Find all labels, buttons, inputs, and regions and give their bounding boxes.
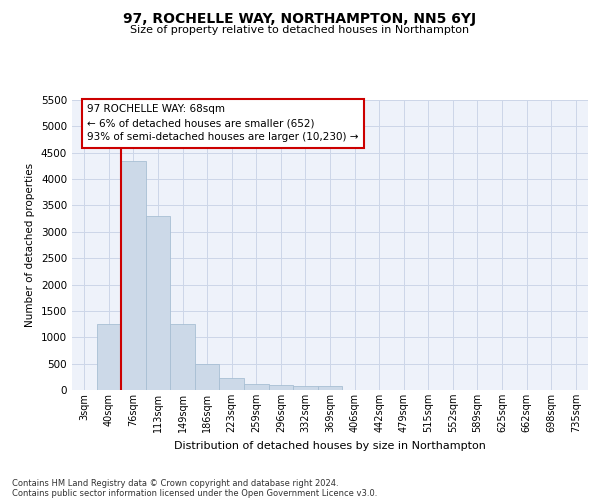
X-axis label: Distribution of detached houses by size in Northampton: Distribution of detached houses by size … xyxy=(174,440,486,450)
Bar xyxy=(220,378,244,390)
Bar xyxy=(318,386,342,390)
Bar xyxy=(121,160,146,390)
Bar xyxy=(244,384,269,390)
Text: 97, ROCHELLE WAY, NORTHAMPTON, NN5 6YJ: 97, ROCHELLE WAY, NORTHAMPTON, NN5 6YJ xyxy=(124,12,476,26)
Text: Size of property relative to detached houses in Northampton: Size of property relative to detached ho… xyxy=(130,25,470,35)
Bar xyxy=(195,364,220,390)
Bar xyxy=(170,324,195,390)
Bar xyxy=(146,216,170,390)
Bar xyxy=(269,384,293,390)
Text: Contains public sector information licensed under the Open Government Licence v3: Contains public sector information licen… xyxy=(12,488,377,498)
Text: Contains HM Land Registry data © Crown copyright and database right 2024.: Contains HM Land Registry data © Crown c… xyxy=(12,478,338,488)
Bar xyxy=(293,386,318,390)
Text: 97 ROCHELLE WAY: 68sqm
← 6% of detached houses are smaller (652)
93% of semi-det: 97 ROCHELLE WAY: 68sqm ← 6% of detached … xyxy=(88,104,359,142)
Y-axis label: Number of detached properties: Number of detached properties xyxy=(25,163,35,327)
Bar xyxy=(97,324,121,390)
